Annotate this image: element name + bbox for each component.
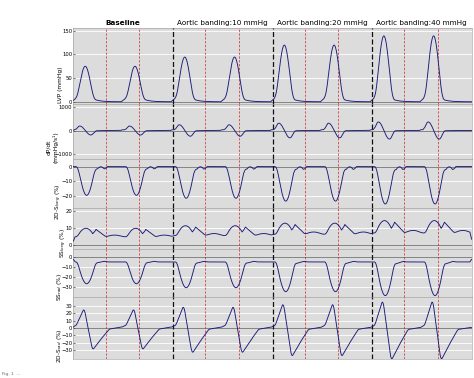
Text: Aortic banding:10 mmHg: Aortic banding:10 mmHg [177,20,268,26]
Y-axis label: SS$_{rad}$ (%): SS$_{rad}$ (%) [55,273,64,301]
Text: Baseline: Baseline [106,20,141,26]
Y-axis label: dP/dt
(mmHg/s¹): dP/dt (mmHg/s¹) [46,132,58,163]
Y-axis label: 2D-S$_{long}$ (%): 2D-S$_{long}$ (%) [54,183,64,220]
Y-axis label: LVP (mmHg): LVP (mmHg) [58,66,63,103]
Text: Fig. 1  ...: Fig. 1 ... [2,372,21,376]
Text: Aortic banding:20 mmHg: Aortic banding:20 mmHg [277,20,368,26]
Y-axis label: SS$_{long}$ (%): SS$_{long}$ (%) [58,228,69,258]
Y-axis label: 2D-S$_{rad}$ (%): 2D-S$_{rad}$ (%) [55,328,64,363]
Text: Aortic banding:40 mmHg: Aortic banding:40 mmHg [376,20,467,26]
